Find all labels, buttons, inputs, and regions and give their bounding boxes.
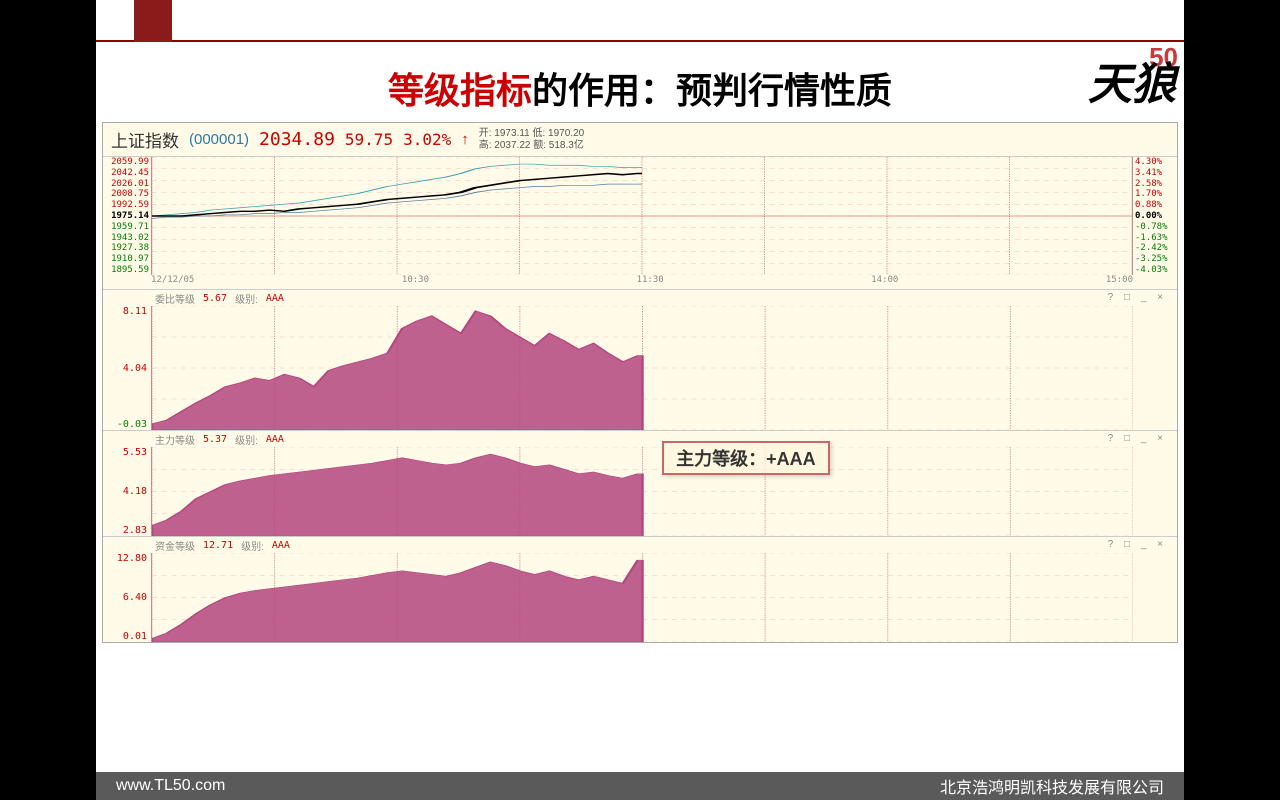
panel-chart-body[interactable] (151, 306, 1133, 430)
stock-code: (000001) (189, 131, 249, 148)
panel-chart-body[interactable]: 主力等级：+AAA (151, 447, 1133, 536)
footer-url: www.TL50.com (116, 777, 225, 795)
logo-brand: 天狼 (1088, 48, 1176, 112)
footer: www.TL50.com 北京浩鸿明凯科技发展有限公司 (96, 772, 1184, 800)
ohlc-line2: 高: 2037.22 额: 518.3亿 (479, 140, 584, 152)
slide: 50 天狼 等级指标的作用：预判行情性质 上证指数 (000001) 2034.… (96, 0, 1184, 800)
panel-value: 5.37 (203, 434, 227, 445)
panel-grade: AAA (266, 434, 284, 445)
panel-label: 资金等级 (155, 538, 195, 553)
indicator-panels: 委比等级 5.67 级别: AAA ? □ _ ×8.114.04-0.03主力… (103, 289, 1177, 642)
y-axis-right: 4.30%3.41%2.58%1.70%0.88%0.00%-0.78%-1.6… (1133, 157, 1177, 275)
panel-chart-body[interactable] (151, 553, 1133, 642)
panel-grade: AAA (266, 293, 284, 304)
chart-area: 上证指数 (000001) 2034.89 59.75 3.02% ↑ 开: 1… (102, 122, 1178, 643)
stock-ohlc: 开: 1973.11 低: 1970.20 高: 2037.22 额: 518.… (479, 128, 584, 152)
footer-company: 北京浩鸿明凯科技发展有限公司 (940, 774, 1164, 798)
title-rest: 的作用：预判行情性质 (532, 71, 892, 111)
stock-change: 59.75 (345, 130, 393, 149)
header-red-block (134, 0, 172, 42)
price-chart-body[interactable] (151, 157, 1133, 275)
panel-grade: AAA (272, 540, 290, 551)
stock-header: 上证指数 (000001) 2034.89 59.75 3.02% ↑ 开: 1… (103, 123, 1177, 157)
price-chart: 2059.992042.452026.012008.751992.591975.… (103, 157, 1177, 275)
panel-value: 12.71 (203, 540, 233, 551)
panel-controls[interactable]: ? □ _ × (1108, 539, 1167, 550)
panel-grade-label: 级别: (235, 291, 258, 306)
panel-1: 主力等级 5.37 级别: AAA ? □ _ ×5.534.182.83主力等… (103, 430, 1177, 536)
panel-grade-label: 级别: (241, 538, 264, 553)
panel-2: 资金等级 12.71 级别: AAA ? □ _ ×12.806.400.01 (103, 536, 1177, 642)
panel-controls[interactable]: ? □ _ × (1108, 433, 1167, 444)
title-highlight: 等级指标 (388, 71, 532, 111)
callout: 主力等级：+AAA (662, 441, 830, 475)
stock-price: 2034.89 (259, 129, 335, 150)
panel-label: 主力等级 (155, 432, 195, 447)
stock-pct: 3.02% (403, 130, 451, 149)
slide-title: 等级指标的作用：预判行情性质 (96, 42, 1184, 122)
panel-grade-label: 级别: (235, 432, 258, 447)
stock-name: 上证指数 (111, 127, 179, 152)
header-bar (96, 0, 1184, 42)
panel-label: 委比等级 (155, 291, 195, 306)
ohlc-line1: 开: 1973.11 低: 1970.20 (479, 128, 584, 140)
panel-controls[interactable]: ? □ _ × (1108, 292, 1167, 303)
time-axis: 12/12/0510:3011:3014:0015:00 (103, 275, 1177, 289)
y-axis-left: 2059.992042.452026.012008.751992.591975.… (103, 157, 151, 275)
panel-0: 委比等级 5.67 级别: AAA ? □ _ ×8.114.04-0.03 (103, 289, 1177, 430)
up-arrow-icon: ↑ (461, 131, 469, 148)
panel-value: 5.67 (203, 293, 227, 304)
